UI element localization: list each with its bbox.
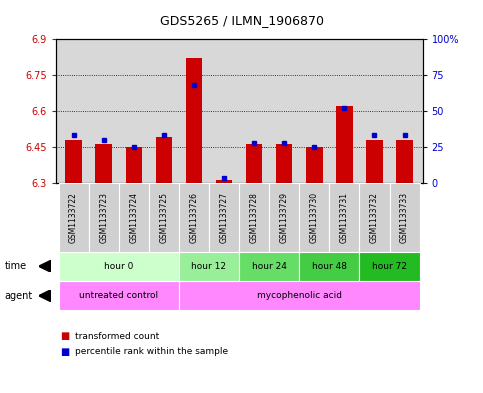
Bar — [179, 183, 209, 252]
Polygon shape — [39, 260, 51, 272]
Bar — [96, 145, 112, 183]
Bar — [336, 106, 353, 183]
Bar — [299, 183, 329, 252]
Bar — [209, 183, 239, 252]
Text: GSM1133726: GSM1133726 — [189, 192, 199, 242]
Bar — [119, 183, 149, 252]
Bar — [306, 147, 323, 183]
Bar — [89, 183, 119, 252]
Text: hour 72: hour 72 — [372, 262, 407, 271]
Bar — [396, 140, 413, 183]
Bar — [246, 145, 262, 183]
Bar — [299, 252, 359, 281]
Polygon shape — [39, 290, 51, 302]
Text: transformed count: transformed count — [75, 332, 159, 340]
Text: GSM1133728: GSM1133728 — [250, 192, 258, 242]
Text: GSM1133727: GSM1133727 — [220, 192, 228, 242]
Bar — [216, 180, 232, 183]
Text: ■: ■ — [60, 331, 70, 341]
Bar — [269, 183, 299, 252]
Text: percentile rank within the sample: percentile rank within the sample — [75, 347, 228, 356]
Bar — [239, 183, 269, 252]
Text: hour 0: hour 0 — [104, 262, 133, 271]
Text: hour 12: hour 12 — [191, 262, 227, 271]
Text: GSM1133725: GSM1133725 — [159, 192, 169, 242]
Text: GSM1133723: GSM1133723 — [99, 192, 108, 242]
Text: GSM1133730: GSM1133730 — [310, 191, 319, 243]
Text: GSM1133722: GSM1133722 — [69, 192, 78, 242]
Bar — [179, 252, 239, 281]
Bar — [58, 183, 89, 252]
Bar — [58, 252, 179, 281]
Bar — [156, 137, 172, 183]
Text: ■: ■ — [60, 347, 70, 357]
Text: GSM1133732: GSM1133732 — [370, 192, 379, 242]
Text: GSM1133731: GSM1133731 — [340, 192, 349, 242]
Bar — [389, 183, 420, 252]
Text: GSM1133724: GSM1133724 — [129, 192, 138, 242]
Text: untreated control: untreated control — [79, 291, 158, 300]
Bar — [179, 281, 420, 310]
Bar — [329, 183, 359, 252]
Bar — [359, 183, 389, 252]
Text: hour 48: hour 48 — [312, 262, 347, 271]
Bar — [185, 59, 202, 183]
Text: hour 24: hour 24 — [252, 262, 286, 271]
Bar — [58, 281, 179, 310]
Text: agent: agent — [5, 291, 33, 301]
Text: GDS5265 / ILMN_1906870: GDS5265 / ILMN_1906870 — [159, 14, 324, 27]
Text: time: time — [5, 261, 27, 271]
Text: GSM1133729: GSM1133729 — [280, 192, 289, 242]
Bar — [149, 183, 179, 252]
Bar — [126, 147, 142, 183]
Bar — [366, 140, 383, 183]
Bar — [276, 145, 293, 183]
Bar — [65, 140, 82, 183]
Text: mycophenolic acid: mycophenolic acid — [257, 291, 342, 300]
Text: GSM1133733: GSM1133733 — [400, 191, 409, 243]
Bar — [359, 252, 420, 281]
Bar — [239, 252, 299, 281]
